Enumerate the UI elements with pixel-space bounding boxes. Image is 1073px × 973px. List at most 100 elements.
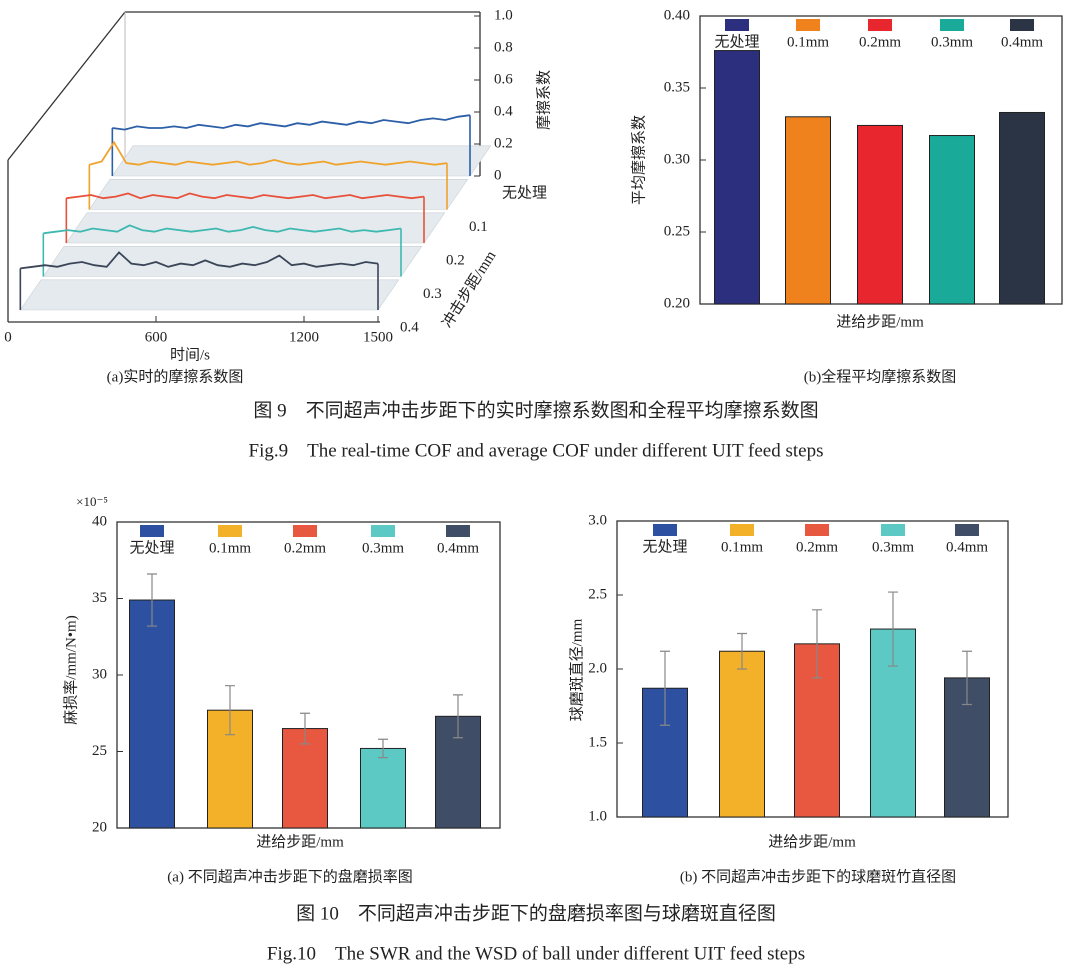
depth-label: 0.1 [469, 219, 488, 235]
legend-label: 0.3mm [362, 540, 404, 556]
bar [129, 599, 175, 829]
legend-label: 0.4mm [946, 539, 988, 555]
y-tick-label: 40 [92, 513, 107, 529]
chart-caption: (b)全程平均摩擦系数图 [804, 367, 957, 385]
bar [785, 116, 831, 305]
legend-swatch [725, 19, 749, 31]
series-line [89, 140, 448, 166]
y-axis-label: 麻损率/mm/N•m) [62, 615, 79, 724]
frame [7, 11, 481, 323]
depth-label: 0.4 [400, 319, 419, 335]
legend-label: 0.3mm [872, 539, 914, 555]
figure-caption: 图 9 不同超声冲击步距下的实时摩擦系数图和全程平均摩擦系数图 [253, 399, 818, 421]
legend-swatch [940, 19, 964, 31]
legend-swatch [805, 524, 829, 536]
chart-caption: (a)实时的摩擦系数图 [107, 367, 244, 385]
legend-swatch [371, 525, 395, 537]
x-tick-label: 0 [4, 329, 12, 345]
series-line [66, 192, 425, 200]
legend-swatch [218, 525, 242, 537]
y-tick-label: 0 [494, 167, 502, 183]
x-tick-label: 600 [145, 329, 168, 345]
y-tick-label: 1.5 [588, 734, 607, 750]
y-tick-label: 2.0 [588, 660, 607, 676]
y-tick-label: 0.4 [494, 103, 513, 119]
legend-label: 0.4mm [437, 540, 479, 556]
depth-label: 无处理 [502, 184, 547, 201]
chart-caption: (b) 不同超声冲击步距下的球磨斑竹直径图 [680, 867, 956, 885]
figure-caption: Fig.10 The SWR and the WSD of ball under… [267, 943, 805, 964]
bar [857, 124, 903, 305]
bar [282, 728, 328, 829]
error-bar [660, 650, 670, 726]
error-bar [962, 650, 972, 706]
y-tick-label: 25 [92, 743, 107, 759]
legend-label: 无处理 [714, 33, 759, 50]
x-tick-label: 1200 [289, 329, 319, 345]
y-scale-label: ×10⁻⁵ [76, 494, 108, 509]
chart-caption: (a) 不同超声冲击步距下的盘磨损率图 [167, 867, 412, 885]
y-tick-label: 35 [92, 590, 107, 606]
figure-caption: Fig.9 The real-time COF and average COF … [249, 440, 824, 461]
legend-label: 0.2mm [284, 540, 326, 556]
x-axis-label: 时间/s [170, 346, 210, 363]
y-tick-label: 0.2 [494, 135, 513, 151]
depth-label: 0.2 [446, 252, 465, 268]
legend-swatch [955, 524, 979, 536]
legend-label: 0.1mm [209, 540, 251, 556]
depth-label: 0.3 [423, 286, 442, 302]
error-bar [300, 712, 310, 745]
error-bar [225, 685, 235, 736]
legend-swatch [796, 19, 820, 31]
bar [360, 747, 406, 829]
y-tick-label: 0.25 [664, 223, 690, 239]
series-line [43, 224, 402, 235]
legend-swatch [730, 524, 754, 536]
bar [929, 135, 975, 305]
error-bar [378, 738, 388, 759]
y-axis-label: 摩擦系数 [534, 70, 552, 130]
floor-strip [42, 246, 423, 277]
floor-strip [88, 179, 469, 210]
y-axis-label: 平均摩擦系数 [629, 115, 647, 205]
y-tick-label: 0.30 [664, 151, 690, 167]
error-bar [737, 632, 747, 670]
bar [719, 650, 765, 818]
bar [714, 50, 760, 305]
legend-swatch [446, 525, 470, 537]
legend-label: 0.1mm [721, 539, 763, 555]
y-tick-label: 0.40 [664, 7, 690, 23]
series-line [112, 114, 471, 131]
y-axis-label: 球磨斑直径/mm [568, 618, 585, 721]
x-axis-label: 进给步距/mm [768, 833, 856, 850]
floor-strip [19, 279, 400, 311]
x-axis-label: 进给步距/mm [256, 833, 344, 850]
series-line [20, 251, 379, 270]
legend-swatch [653, 524, 677, 536]
error-bar [147, 573, 157, 627]
x-tick-label: 1500 [363, 329, 393, 345]
figure-caption: 图 10 不同超声冲击步距下的盘磨损率图与球磨斑直径图 [296, 902, 776, 924]
y-tick-label: 0.20 [664, 295, 690, 311]
legend-label: 0.2mm [859, 34, 901, 50]
legend-label: 0.2mm [796, 539, 838, 555]
legend-swatch [293, 525, 317, 537]
error-bar [888, 591, 898, 667]
y-tick-label: 30 [92, 666, 107, 682]
y-tick-label: 0.35 [664, 79, 690, 95]
y-tick-label: 3.0 [588, 512, 607, 528]
legend-label: 0.3mm [931, 34, 973, 50]
legend-label: 无处理 [129, 539, 174, 556]
floor-strip [111, 145, 492, 177]
bar [999, 111, 1045, 305]
legend-swatch [1010, 19, 1034, 31]
legend-label: 0.4mm [1001, 34, 1043, 50]
y-tick-label: 1.0 [494, 7, 513, 23]
legend-swatch [140, 525, 164, 537]
legend-swatch [881, 524, 905, 536]
y-tick-label: 0.8 [494, 39, 513, 55]
y-tick-label: 0.6 [494, 71, 513, 87]
legend-label: 无处理 [642, 538, 687, 555]
legend-swatch [868, 19, 892, 31]
